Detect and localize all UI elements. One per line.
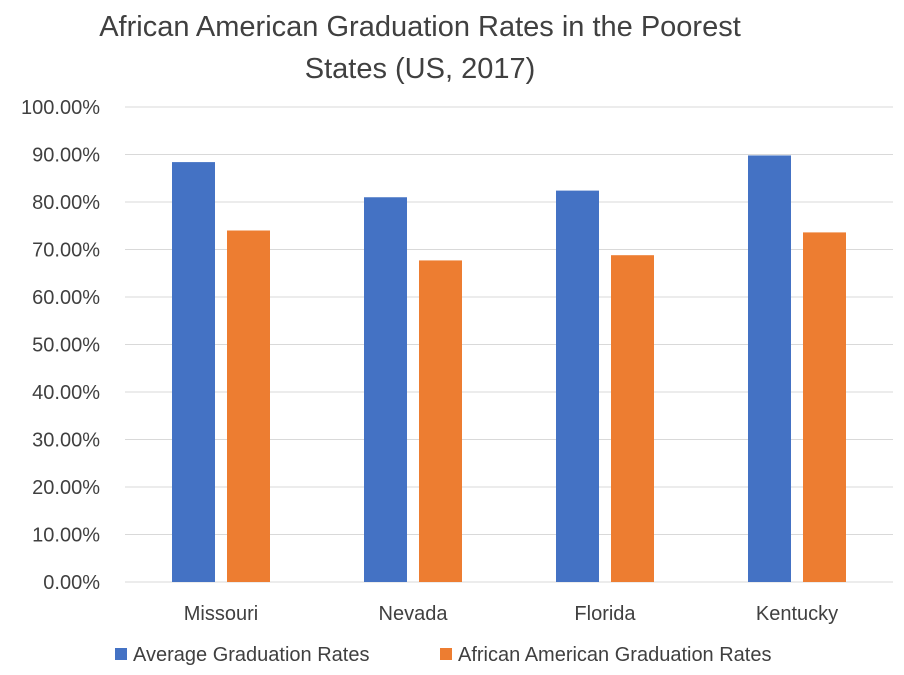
- bar: [364, 197, 407, 582]
- legend-swatch: [115, 648, 127, 660]
- y-tick-label: 90.00%: [32, 145, 100, 167]
- bar: [748, 155, 791, 582]
- x-axis: Missouri Nevada Florida Kentucky: [184, 603, 838, 625]
- x-tick-label: Nevada: [379, 603, 449, 625]
- bar: [611, 255, 654, 582]
- y-axis: 0.00% 10.00% 20.00% 30.00% 40.00% 50.00% 60.00…: [21, 97, 100, 594]
- y-tick-label: 40.00%: [32, 382, 100, 404]
- legend-label: Average Graduation Rates: [133, 644, 369, 666]
- bar: [227, 230, 270, 582]
- y-tick-label: 0.00%: [43, 572, 100, 594]
- y-tick-label: 30.00%: [32, 430, 100, 452]
- x-tick-label: Kentucky: [756, 603, 838, 625]
- y-tick-label: 10.00%: [32, 525, 100, 547]
- bar: [419, 260, 462, 582]
- bar: [556, 190, 599, 582]
- y-tick-label: 60.00%: [32, 287, 100, 309]
- y-tick-label: 50.00%: [32, 335, 100, 357]
- y-tick-label: 80.00%: [32, 192, 100, 214]
- y-tick-label: 70.00%: [32, 240, 100, 262]
- chart-title: African American Graduation Rates in the…: [99, 11, 741, 85]
- y-tick-label: 20.00%: [32, 477, 100, 499]
- bar: [172, 162, 215, 582]
- legend-swatch: [440, 648, 452, 660]
- bars: [172, 155, 846, 582]
- y-tick-label: 100.00%: [21, 97, 100, 119]
- x-tick-label: Missouri: [184, 603, 258, 625]
- legend-label: African American Graduation Rates: [458, 644, 772, 666]
- x-tick-label: Florida: [574, 603, 636, 625]
- bar: [803, 232, 846, 582]
- legend: Average Graduation Rates African American…: [115, 644, 772, 666]
